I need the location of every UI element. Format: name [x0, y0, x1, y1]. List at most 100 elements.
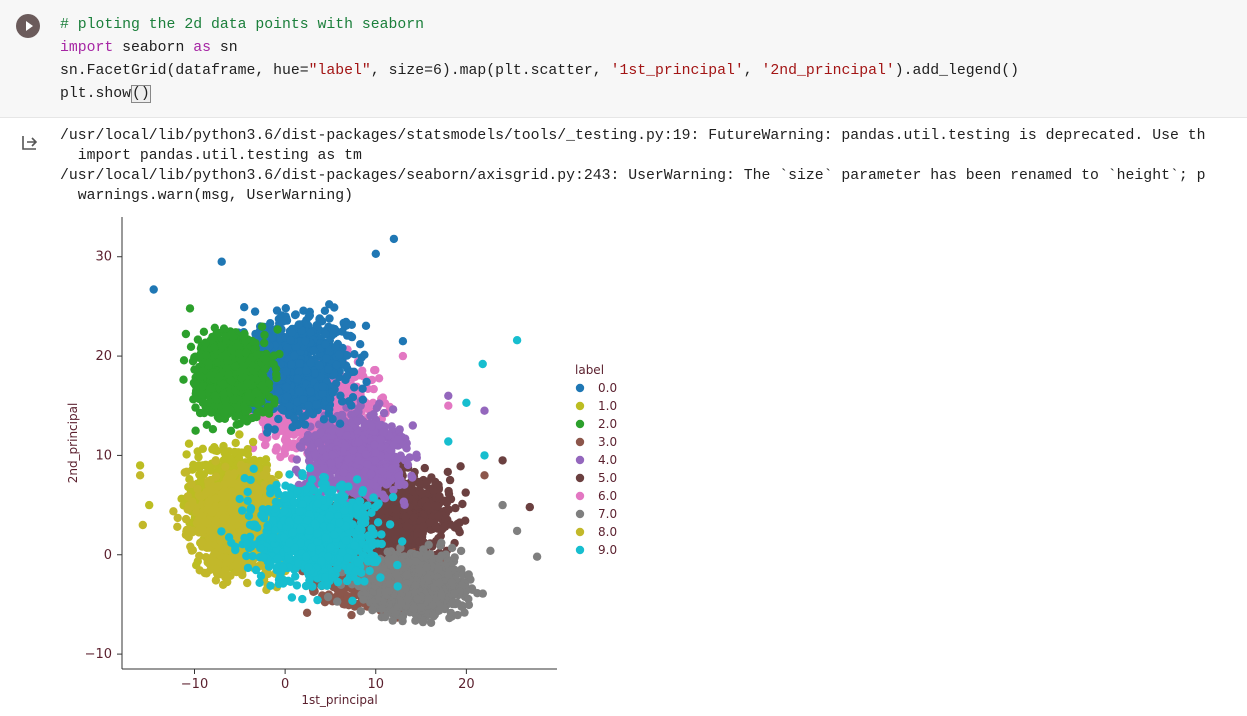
data-point	[480, 471, 489, 480]
data-point	[260, 440, 270, 450]
data-point	[179, 375, 188, 384]
data-point	[301, 336, 310, 346]
data-point	[330, 324, 339, 334]
run-cell-button[interactable]	[16, 14, 40, 38]
code-token: plt.show	[60, 86, 132, 102]
data-point	[461, 516, 470, 525]
code-token: seaborn	[113, 40, 194, 56]
code-token: , size=6).map(plt.scatter,	[370, 63, 611, 79]
data-point	[442, 496, 451, 506]
data-point	[283, 437, 292, 447]
data-point	[275, 349, 284, 359]
data-point	[291, 310, 300, 319]
data-point	[325, 314, 334, 323]
data-point	[300, 420, 310, 429]
data-point	[305, 311, 314, 320]
code-token: ,	[743, 63, 762, 79]
data-point	[282, 392, 292, 401]
code-token: ).add_legend()	[894, 63, 1020, 79]
data-point	[321, 340, 330, 349]
code-token: "label"	[308, 63, 371, 79]
code-cell[interactable]: # ploting the 2d data points with seabor…	[0, 0, 1247, 118]
data-point	[370, 440, 379, 450]
data-point	[294, 320, 303, 329]
data-point	[240, 303, 249, 312]
data-point	[282, 382, 291, 392]
data-point	[377, 477, 386, 486]
scatter-chart-svg: −10 0 10 20−1001020301st_principal2nd_princ…	[66, 217, 617, 707]
data-point	[480, 406, 489, 415]
data-point	[412, 450, 421, 459]
data-point	[363, 460, 372, 469]
data-point	[335, 419, 345, 428]
code-line[interactable]: sn.FacetGrid(dataframe, hue="label", siz…	[60, 60, 1019, 83]
data-point	[270, 425, 279, 434]
code-editor[interactable]: # ploting the 2d data points with seabor…	[60, 14, 1019, 106]
code-token: as	[193, 40, 211, 56]
data-point	[361, 450, 371, 459]
code-line[interactable]: import seaborn as sn	[60, 37, 1019, 60]
data-point	[394, 471, 403, 481]
data-point	[525, 502, 534, 512]
scatter-plot: −10 0 10 20 −10 0 10 20 30 1st_principal 2nd_princ…	[60, 212, 660, 716]
data-point	[342, 371, 352, 381]
data-point	[281, 304, 290, 313]
data-point	[297, 443, 306, 452]
data-point	[347, 401, 356, 410]
data-point	[322, 354, 331, 363]
data-point	[415, 479, 424, 488]
data-point	[498, 456, 507, 465]
data-point	[307, 443, 316, 452]
data-point	[342, 351, 352, 360]
data-point	[402, 522, 411, 531]
data-point	[361, 321, 371, 330]
data-point	[350, 383, 359, 392]
data-point	[325, 405, 334, 414]
data-point	[263, 428, 272, 437]
data-point	[343, 331, 352, 340]
data-point	[429, 486, 438, 495]
data-point	[290, 351, 299, 360]
data-point	[321, 329, 330, 339]
data-point	[320, 306, 330, 315]
data-point	[340, 441, 350, 450]
data-point	[356, 340, 365, 349]
data-point	[355, 358, 364, 367]
data-point	[403, 460, 413, 470]
data-point	[334, 350, 344, 360]
data-point	[441, 522, 450, 531]
data-point	[401, 512, 410, 522]
data-point	[328, 388, 338, 397]
data-point	[370, 366, 379, 375]
data-point	[273, 325, 282, 334]
data-point	[287, 360, 296, 369]
data-point	[324, 365, 333, 374]
play-icon	[26, 21, 33, 31]
data-point	[306, 358, 315, 368]
data-point	[238, 318, 247, 327]
data-point	[276, 452, 285, 462]
data-point	[294, 367, 303, 376]
data-point	[366, 469, 376, 478]
data-point	[348, 446, 358, 455]
code-line[interactable]: plt.show()	[60, 83, 1019, 106]
data-point	[407, 471, 416, 480]
data-point	[274, 414, 283, 424]
data-point	[278, 317, 287, 326]
data-point	[287, 328, 297, 337]
stderr-line: warnings.warn(msg, UserWarning)	[60, 188, 354, 204]
data-point	[328, 450, 337, 460]
stderr-line: /usr/local/lib/python3.6/dist-packages/s…	[60, 128, 1206, 144]
data-point	[398, 337, 408, 346]
data-point	[186, 342, 196, 351]
data-point	[435, 492, 444, 501]
data-point	[388, 405, 398, 414]
data-point	[342, 431, 351, 440]
data-point	[315, 361, 324, 370]
output-arrow-icon[interactable]	[20, 132, 40, 152]
data-point	[458, 499, 467, 509]
data-point	[313, 321, 322, 331]
data-point	[293, 374, 302, 384]
data-point	[319, 464, 329, 474]
code-line[interactable]: # ploting the 2d data points with seabor…	[60, 14, 1019, 37]
